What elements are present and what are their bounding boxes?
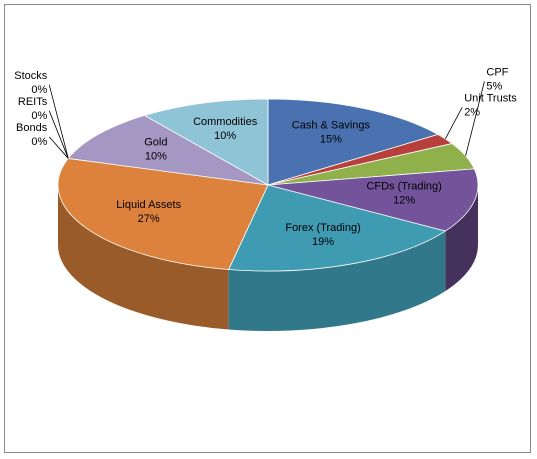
slice-value-gold: 10% [145, 151, 167, 163]
slice-value-commodities: 10% [214, 130, 236, 142]
pie-slice-cash-savings [267, 98, 439, 186]
slice-value-cfds-trading: 12% [393, 195, 415, 207]
pie-slice-gold [67, 114, 269, 186]
slice-value-liquid-assets: 27% [138, 213, 160, 225]
pie-slice-commodities [143, 98, 269, 186]
slice-label-bonds: Bonds [16, 122, 48, 134]
leader-line-unit-trusts [444, 107, 463, 140]
pie-side-liquid-assets [58, 185, 229, 330]
pie-slice-cfds-trading [267, 168, 479, 232]
slice-label-reits: REITs [18, 96, 48, 108]
pie-side-cfds-trading [445, 185, 478, 292]
slice-label-gold: Gold [144, 137, 167, 149]
slice-label-stocks: Stocks [14, 70, 48, 82]
slice-value-bonds: 0% [31, 136, 47, 148]
slice-label-commodities: Commodities [193, 116, 258, 128]
leader-line-bonds [48, 136, 69, 159]
pie-side-forex-trading [228, 231, 446, 332]
slice-label-forex-trading: Forex (Trading) [285, 222, 360, 234]
slice-value-reits: 0% [31, 110, 47, 122]
pie-slice-forex-trading [228, 184, 447, 272]
slice-value-cash-savings: 15% [320, 133, 342, 145]
leader-line-stocks [48, 84, 69, 159]
slice-value-stocks: 0% [31, 84, 47, 96]
slice-value-unit-trusts: 2% [464, 106, 480, 118]
slice-value-forex-trading: 19% [312, 236, 334, 248]
slice-label-cpf: CPF [486, 66, 508, 78]
pie-top-layer [57, 98, 479, 272]
slice-label-cfds-trading: CFDs (Trading) [366, 181, 441, 193]
slice-label-cash-savings: Cash & Savings [292, 119, 371, 131]
slice-label-unit-trusts: Unit Trusts [464, 92, 517, 104]
pie-slice-liquid-assets [57, 157, 269, 270]
pie-side-layer [58, 185, 478, 332]
leader-line-reits [48, 110, 69, 159]
slice-label-liquid-assets: Liquid Assets [116, 199, 181, 211]
slice-value-cpf: 5% [486, 80, 502, 92]
leader-line-cpf [465, 81, 485, 156]
pie-label-layer: Cash & Savings 15% Unit Trusts 2% CPF 5% CFDs … [14, 66, 517, 248]
